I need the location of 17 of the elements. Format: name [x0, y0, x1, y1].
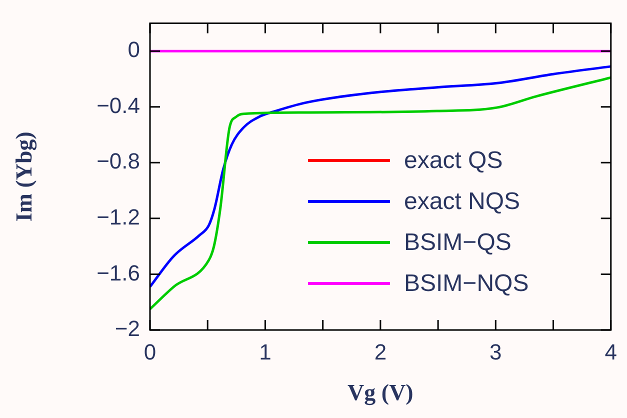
legend-label: BSIM−NQS [404, 270, 529, 298]
y-tick-label: −1.2 [96, 204, 140, 230]
legend-label: BSIM−QS [404, 228, 512, 256]
x-tick-label: 3 [490, 339, 502, 364]
x-tick-label: 1 [259, 339, 272, 364]
y-axis-title: Im (Ybg) [12, 132, 38, 222]
y-tick-label: −0.8 [96, 148, 140, 174]
x-tick-label: 2 [374, 339, 387, 364]
y-tick-label: −1.6 [96, 260, 140, 286]
legend-label: exact NQS [404, 188, 520, 216]
x-tick-label: 4 [604, 339, 618, 364]
y-tick-label: −0.4 [96, 92, 140, 118]
y-tick-label: −2 [114, 316, 140, 342]
legend-label: exact QS [404, 146, 503, 174]
x-tick-label: 0 [144, 339, 156, 364]
x-axis-title: Vg (V) [348, 380, 414, 406]
y-tick-label: 0 [128, 37, 140, 62]
